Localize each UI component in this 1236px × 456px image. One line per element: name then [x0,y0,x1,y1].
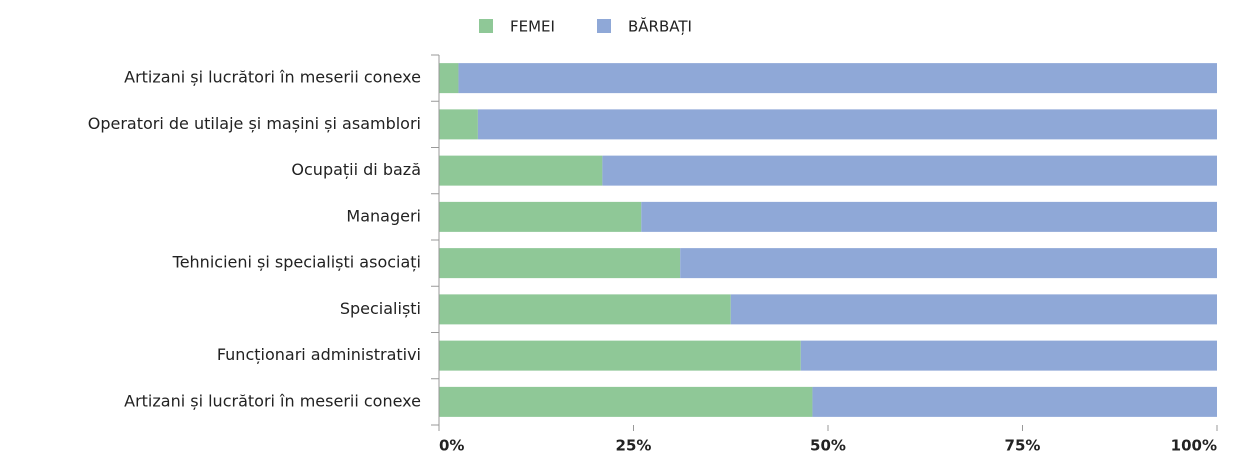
bar-segment [602,155,1217,186]
y-tick-label: Specialiști [340,299,421,318]
bar-segment [680,248,1217,279]
legend-label: FEMEI [510,18,555,36]
bar-segment [730,294,1217,325]
x-tick-label: 25% [616,437,652,455]
legend-swatch [479,19,493,33]
x-tick-label: 75% [1005,437,1041,455]
x-tick-label: 50% [810,437,846,455]
bar-segment [439,386,813,417]
y-tick-label: Ocupații di bază [291,160,421,179]
y-tick-label: Tehnicieni și specialiști asociați [172,253,421,272]
bar-segment [439,340,801,371]
bar-segment [812,386,1217,417]
legend-label: BĂRBAȚI [628,17,692,36]
bar-segment [641,201,1217,232]
x-tick-label: 0% [439,437,464,455]
bar-segment [439,294,731,325]
y-tick-label: Funcționari administrativi [217,345,421,364]
bar-segment [439,155,603,186]
y-tick-label: Artizani și lucrători în meserii conexe [124,68,421,87]
bar-segment [439,109,478,140]
bar-segment [458,63,1217,94]
bar-segment [439,248,681,279]
bar-segment [439,201,642,232]
legend-swatch [597,19,611,33]
y-tick-label: Manageri [346,206,421,225]
y-tick-label: Operatori de utilaje și mașini și asambl… [88,114,421,133]
bar-segment [439,63,459,94]
bar-segment [800,340,1217,371]
bar-segment [477,109,1217,140]
y-tick-label: Artizani și lucrători în meserii conexe [124,391,421,410]
x-tick-label: 100% [1171,437,1217,455]
